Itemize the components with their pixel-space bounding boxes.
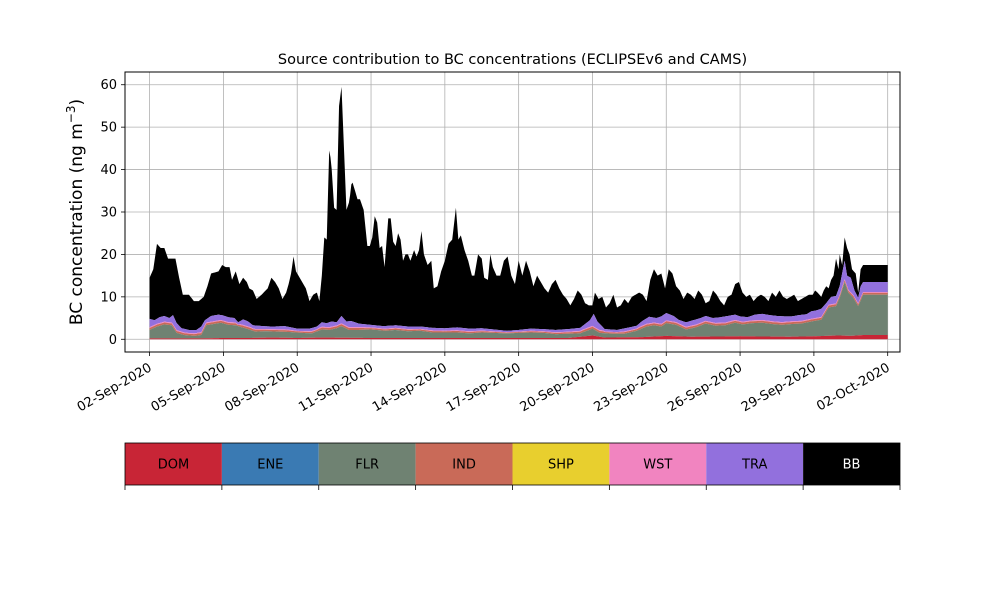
y-tick-label: 40 [100, 163, 117, 178]
y-axis-label-text: BC concentration (ng m [67, 123, 87, 325]
x-tick-label: 29-Sep-2020 [739, 360, 819, 415]
y-axis-label: BC concentration (ng m−3) [64, 99, 87, 325]
legend-swatch-bb [803, 443, 900, 485]
legend-swatch-wst [609, 443, 707, 485]
y-tick-label: 30 [100, 206, 117, 221]
y-axis-label-superscript: −3 [64, 105, 78, 123]
legend-swatch-dom [125, 443, 222, 485]
legend-label-shp: SHP [548, 458, 574, 473]
x-tick-label: 14-Sep-2020 [370, 360, 450, 415]
bb-area [149, 86, 888, 331]
legend-label-ind: IND [452, 458, 476, 473]
x-tick-label: 08-Sep-2020 [222, 360, 302, 415]
legend-label-tra: TRA [741, 458, 767, 473]
legend-label-flr: FLR [355, 458, 379, 473]
source-legend: DOM ENE FLR IND SHP WST TRA BB [124, 442, 901, 490]
y-tick-label: 60 [100, 78, 117, 93]
x-tick-label: 20-Sep-2020 [518, 360, 598, 415]
legend-label-dom: DOM [158, 458, 189, 473]
legend-swatch-tra [706, 443, 804, 485]
y-axis-label-close: ) [67, 99, 87, 106]
legend-swatch-ind [415, 443, 513, 485]
stacked-areas [149, 86, 888, 340]
y-tick-label: 10 [100, 290, 117, 305]
legend-label-ene: ENE [257, 458, 283, 473]
chart-title: Source contribution to BC concentrations… [278, 52, 747, 68]
dom-area [149, 335, 888, 340]
flr-area [149, 282, 888, 339]
legend-label-wst: WST [643, 458, 672, 473]
x-tick-label: 23-Sep-2020 [591, 360, 671, 415]
x-tick-label: 05-Sep-2020 [149, 360, 229, 415]
y-tick-label: 0 [109, 333, 117, 348]
y-axis: 0 10 20 30 40 50 60 [100, 78, 125, 348]
legend-swatch-ene [221, 443, 319, 485]
legend-swatch-shp [512, 443, 610, 485]
y-tick-label: 20 [100, 248, 117, 263]
x-tick-label: 26-Sep-2020 [665, 360, 745, 415]
x-axis: 02-Sep-202005-Sep-202008-Sep-202011-Sep-… [75, 352, 893, 415]
x-tick-label: 17-Sep-2020 [444, 360, 524, 415]
x-tick-label: 02-Oct-2020 [814, 360, 892, 414]
y-tick-label: 50 [100, 121, 117, 136]
x-tick-label: 11-Sep-2020 [296, 360, 376, 415]
legend-swatch-flr [318, 443, 416, 485]
legend-label-bb: BB [843, 458, 861, 473]
x-tick-label: 02-Sep-2020 [75, 360, 155, 415]
